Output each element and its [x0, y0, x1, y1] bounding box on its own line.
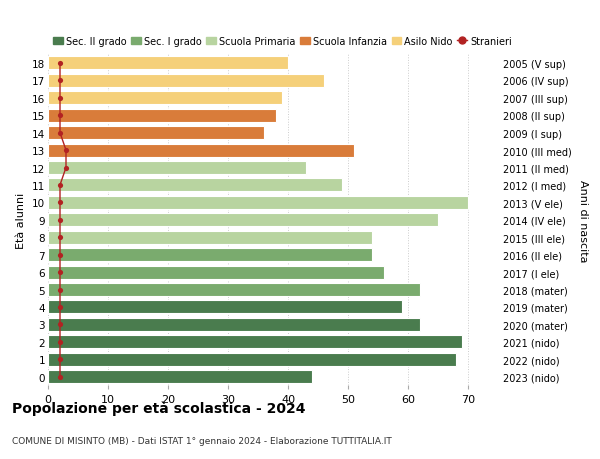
Bar: [48, 75, 324, 88]
Point: [55, 303, 65, 311]
Bar: [48, 266, 384, 279]
Point: [55, 217, 65, 224]
Point: [55, 338, 65, 346]
Point: [55, 252, 65, 259]
Point: [55, 373, 65, 381]
Point: [55, 182, 65, 189]
Point: [55, 356, 65, 363]
Bar: [48, 57, 288, 70]
Point: [61, 147, 71, 154]
Text: COMUNE DI MISINTO (MB) - Dati ISTAT 1° gennaio 2024 - Elaborazione TUTTITALIA.IT: COMUNE DI MISINTO (MB) - Dati ISTAT 1° g…: [12, 436, 392, 445]
Point: [61, 164, 71, 172]
Point: [55, 234, 65, 241]
Text: Popolazione per età scolastica - 2024: Popolazione per età scolastica - 2024: [12, 401, 305, 415]
Bar: [48, 249, 372, 262]
Bar: [48, 179, 342, 192]
Bar: [48, 109, 276, 123]
Point: [55, 269, 65, 276]
Bar: [48, 283, 420, 297]
Point: [55, 130, 65, 137]
Bar: [48, 318, 420, 331]
Point: [55, 199, 65, 207]
Bar: [48, 301, 402, 314]
Bar: [48, 144, 354, 157]
Bar: [48, 214, 438, 227]
Point: [55, 78, 65, 85]
Y-axis label: Anni di nascita: Anni di nascita: [578, 179, 588, 262]
Bar: [48, 196, 468, 209]
Y-axis label: Età alunni: Età alunni: [16, 192, 26, 248]
Bar: [48, 353, 456, 366]
Point: [55, 321, 65, 328]
Point: [55, 112, 65, 120]
Legend: Sec. II grado, Sec. I grado, Scuola Primaria, Scuola Infanzia, Asilo Nido, Stran: Sec. II grado, Sec. I grado, Scuola Prim…: [53, 37, 512, 47]
Bar: [48, 92, 282, 105]
Point: [55, 60, 65, 67]
Bar: [48, 127, 264, 140]
Bar: [48, 231, 372, 244]
Bar: [48, 370, 312, 383]
Point: [55, 286, 65, 294]
Point: [55, 95, 65, 102]
Bar: [48, 162, 306, 175]
Bar: [48, 336, 462, 348]
